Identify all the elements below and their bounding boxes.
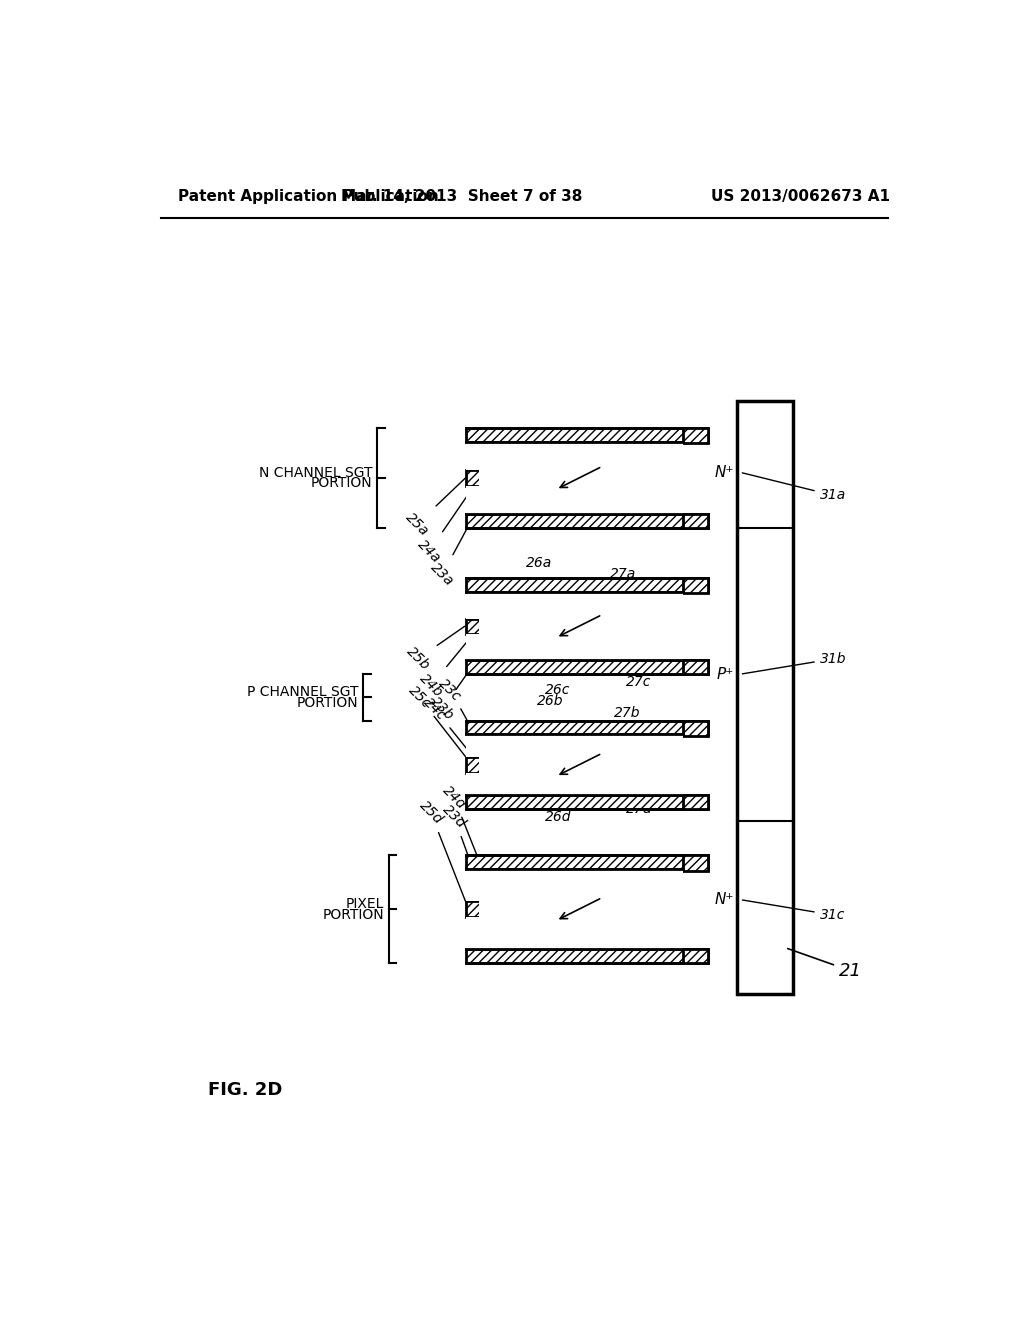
Text: 23d: 23d bbox=[439, 803, 468, 857]
Bar bbox=[683, 513, 708, 528]
Text: 25c: 25c bbox=[406, 684, 465, 756]
Text: Patent Application Publication: Patent Application Publication bbox=[178, 189, 439, 205]
Text: 31c: 31c bbox=[742, 900, 845, 921]
Text: 26b: 26b bbox=[537, 694, 563, 709]
Text: 24c: 24c bbox=[421, 696, 476, 760]
Bar bbox=[466, 869, 479, 902]
Bar bbox=[683, 578, 708, 594]
Bar bbox=[683, 855, 708, 871]
Bar bbox=[466, 660, 708, 675]
Bar bbox=[466, 758, 490, 774]
Text: 31b: 31b bbox=[742, 652, 846, 673]
Text: 23a: 23a bbox=[428, 527, 468, 589]
Text: 25a: 25a bbox=[402, 478, 465, 539]
Text: 27d: 27d bbox=[626, 803, 652, 816]
Text: US 2013/0062673 A1: US 2013/0062673 A1 bbox=[711, 189, 890, 205]
Text: 26c: 26c bbox=[545, 682, 570, 697]
Text: N⁺: N⁺ bbox=[714, 892, 733, 907]
Text: 27c: 27c bbox=[626, 675, 651, 689]
Bar bbox=[683, 949, 708, 964]
Text: P⁺: P⁺ bbox=[716, 667, 733, 682]
Bar bbox=[466, 902, 490, 917]
Text: 27a: 27a bbox=[610, 568, 637, 581]
Text: 23c: 23c bbox=[436, 676, 468, 722]
Bar bbox=[466, 428, 708, 442]
Bar bbox=[466, 470, 490, 486]
Bar bbox=[683, 428, 708, 444]
Text: 26a: 26a bbox=[525, 556, 552, 570]
Bar bbox=[466, 721, 708, 734]
Bar bbox=[466, 917, 479, 949]
Text: 23b: 23b bbox=[428, 673, 468, 723]
Bar bbox=[466, 855, 708, 869]
Bar bbox=[466, 591, 479, 619]
Text: PIXEL: PIXEL bbox=[345, 896, 384, 911]
Text: 25b: 25b bbox=[403, 626, 465, 673]
Text: 24a: 24a bbox=[415, 483, 476, 565]
Bar bbox=[479, 442, 683, 515]
Bar bbox=[737, 401, 793, 994]
Text: PORTION: PORTION bbox=[323, 908, 384, 921]
Bar bbox=[479, 591, 683, 660]
Bar bbox=[466, 774, 479, 795]
Bar bbox=[479, 869, 683, 949]
Text: 26d: 26d bbox=[545, 809, 571, 824]
Bar bbox=[466, 949, 708, 964]
Text: FIG. 2D: FIG. 2D bbox=[208, 1081, 282, 1100]
Text: N⁺: N⁺ bbox=[714, 465, 733, 479]
Text: Mar. 14, 2013  Sheet 7 of 38: Mar. 14, 2013 Sheet 7 of 38 bbox=[341, 189, 583, 205]
Text: 24d: 24d bbox=[439, 783, 477, 855]
Bar bbox=[466, 442, 479, 470]
Text: N CHANNEL SGT: N CHANNEL SGT bbox=[259, 466, 373, 479]
Bar bbox=[683, 795, 708, 809]
Text: 27b: 27b bbox=[614, 706, 640, 719]
Bar bbox=[466, 578, 708, 591]
Bar bbox=[466, 619, 490, 635]
Bar bbox=[466, 795, 708, 809]
Bar bbox=[466, 486, 479, 515]
Text: PORTION: PORTION bbox=[297, 696, 358, 710]
Bar bbox=[683, 721, 708, 737]
Text: 21: 21 bbox=[787, 949, 862, 979]
Bar bbox=[683, 660, 708, 675]
Bar bbox=[479, 734, 683, 795]
Text: 31a: 31a bbox=[742, 473, 846, 503]
Text: 25d: 25d bbox=[417, 799, 466, 903]
Bar bbox=[466, 513, 708, 528]
Text: 24b: 24b bbox=[417, 631, 476, 700]
Bar bbox=[466, 635, 479, 660]
Text: P CHANNEL SGT: P CHANNEL SGT bbox=[247, 685, 358, 700]
Text: PORTION: PORTION bbox=[310, 477, 373, 490]
Bar bbox=[466, 734, 479, 758]
